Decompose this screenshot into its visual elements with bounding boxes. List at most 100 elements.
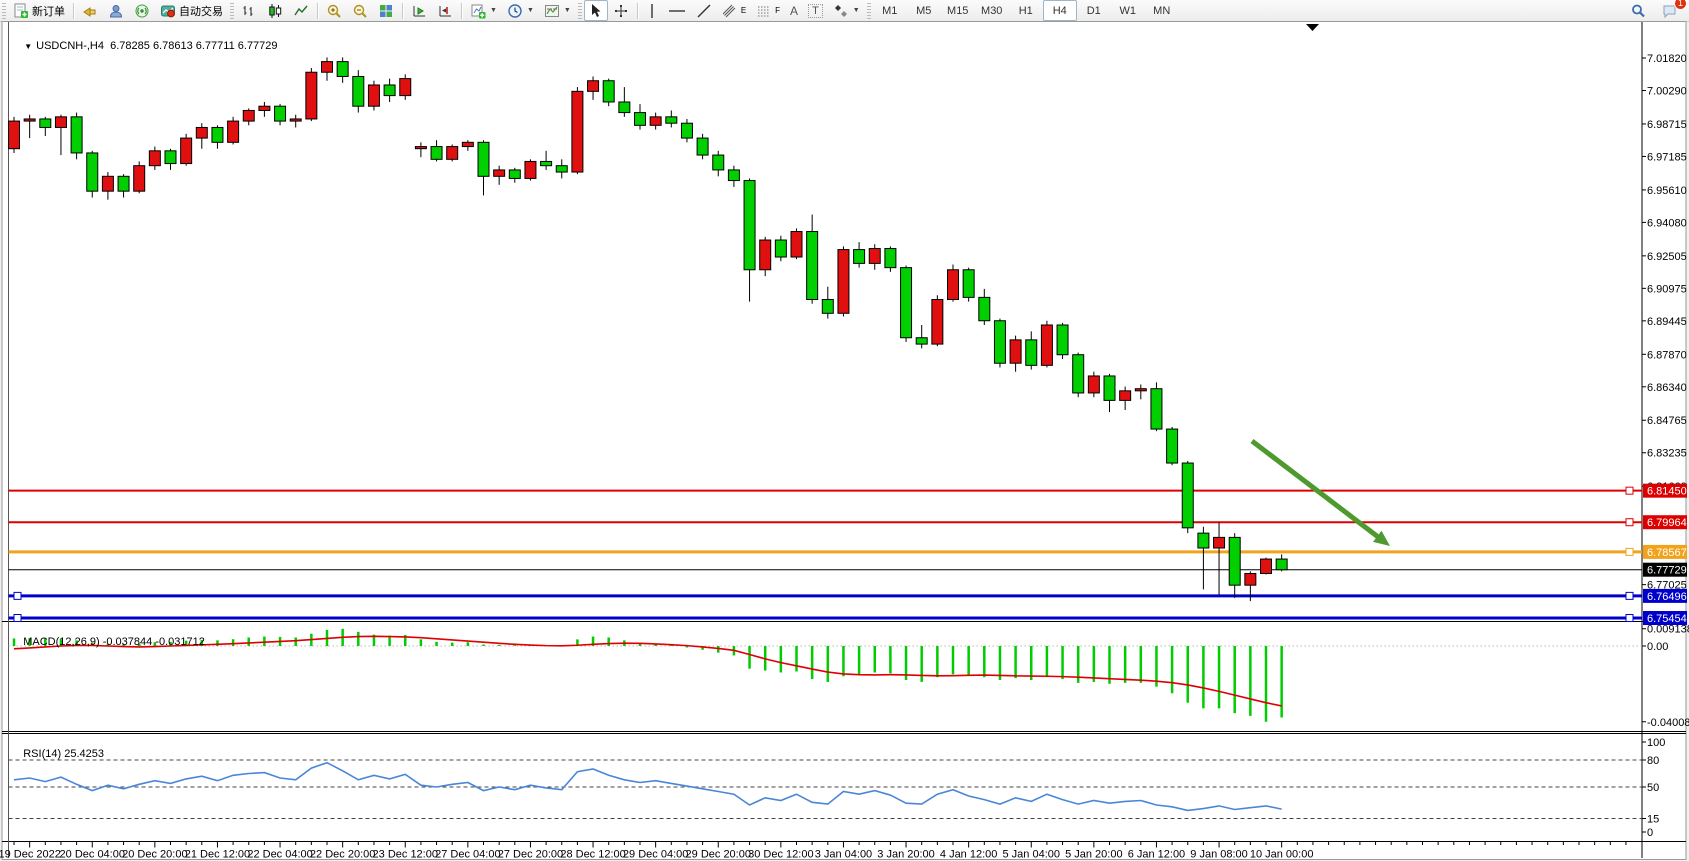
collapse-icon[interactable]: ▼ <box>24 42 33 51</box>
line-handle[interactable] <box>1625 547 1634 556</box>
line-chart-button[interactable] <box>288 0 314 21</box>
chart-svg: 7.01820 7.00290 6.98715 6.97185 6.95610 6.940… <box>0 21 1689 861</box>
line-handle[interactable] <box>13 614 22 623</box>
fibonacci-tool-button[interactable]: F <box>751 0 785 21</box>
time-axis-label: 21 Dec 12:00 <box>185 849 250 861</box>
candles-layer <box>8 57 1288 602</box>
notifications-button[interactable]: 1 <box>1657 0 1687 21</box>
candle <box>117 175 130 192</box>
candle <box>133 165 146 192</box>
candle <box>305 71 318 120</box>
candle <box>352 75 365 107</box>
text-label-icon: T <box>808 3 823 18</box>
timeframe-mn-button[interactable]: MN <box>1153 4 1171 17</box>
auto-scroll-icon <box>413 5 425 16</box>
chart-shift-button[interactable] <box>432 0 458 21</box>
toolbar-grip <box>2 2 6 19</box>
separator <box>402 2 403 19</box>
candle <box>1072 354 1085 394</box>
price-tick-label: 6.95610 <box>1647 185 1687 197</box>
template-dropdown[interactable]: ▼ <box>539 0 576 21</box>
cursor-tool-button[interactable] <box>583 0 608 21</box>
community-button[interactable] <box>103 0 129 21</box>
line-handle[interactable] <box>1625 518 1634 527</box>
line-handle[interactable] <box>13 591 22 600</box>
price-tick-label: 6.83235 <box>1647 448 1687 460</box>
megaphone-icon <box>83 6 96 17</box>
timeframe-m30-button[interactable]: M30 <box>981 4 1003 17</box>
candle <box>1244 572 1257 586</box>
text-label-tool-button[interactable]: T <box>803 0 828 21</box>
chart-shift-icon <box>439 5 451 16</box>
rsi-scale-label: 50 <box>1647 782 1659 794</box>
candle <box>211 126 224 143</box>
period-dropdown[interactable]: ▼ <box>502 0 539 21</box>
time-axis-label: 27 Dec 04:00 <box>435 849 500 861</box>
text-tool-button[interactable]: A <box>785 0 803 21</box>
crosshair-icon <box>614 4 627 17</box>
line-handle[interactable] <box>1625 614 1634 623</box>
fibonacci-icon <box>758 6 771 16</box>
search-button[interactable] <box>1625 0 1651 21</box>
bar-chart-button[interactable] <box>236 0 262 21</box>
line-chart-icon <box>294 5 308 15</box>
timeframe-w1-button[interactable]: W1 <box>1119 4 1136 17</box>
candle <box>1025 339 1038 366</box>
vline-tool-button[interactable] <box>641 0 663 21</box>
candle <box>900 267 913 339</box>
line-handle[interactable] <box>1625 591 1634 600</box>
channel-icon <box>722 4 736 17</box>
candle <box>618 101 631 114</box>
time-axis-label: 19 Dec 2022 <box>0 849 61 861</box>
price-tick-label: 6.97185 <box>1647 151 1687 163</box>
candle <box>493 169 506 177</box>
timeframe-m1-button[interactable]: M1 <box>882 4 898 17</box>
candle <box>242 109 255 122</box>
toolbar-grip <box>577 2 582 19</box>
line-price-label <box>1643 483 1687 498</box>
time-axis-label: 23 Dec 12:00 <box>373 849 438 861</box>
trend-arrow-head[interactable] <box>1373 530 1390 546</box>
timeframe-d1-button[interactable]: D1 <box>1086 4 1101 17</box>
candle <box>1275 558 1288 571</box>
svg-text:6.79964: 6.79964 <box>1647 517 1687 529</box>
candle <box>602 80 615 103</box>
line-handle[interactable] <box>1625 486 1634 495</box>
candle <box>806 231 819 300</box>
hline-tool-button[interactable] <box>663 0 691 21</box>
channel-tool-button[interactable]: E <box>717 0 751 21</box>
timeframe-m5-button[interactable]: M5 <box>916 4 932 17</box>
trendline-tool-button[interactable] <box>691 0 717 21</box>
tile-windows-button[interactable] <box>373 0 399 21</box>
autotrade-button[interactable]: 自动交易 <box>155 0 228 21</box>
channel-letter: E <box>740 6 747 15</box>
chart-canvas[interactable]: 7.01820 7.00290 6.98715 6.97185 6.95610 6.940… <box>0 21 1689 861</box>
new-order-button[interactable]: 新订单 <box>8 0 70 21</box>
candle <box>743 180 756 271</box>
macd-scale-label: 0.009138 <box>1647 624 1689 636</box>
timeframe-h4-button[interactable]: H4 <box>1042 0 1077 21</box>
candle <box>587 80 600 92</box>
time-axis-label: 29 Dec 04:00 <box>623 849 688 861</box>
auto-scroll-button[interactable] <box>406 0 432 21</box>
price-tick-label: 6.87870 <box>1647 349 1687 361</box>
candle-chart-button[interactable] <box>262 0 288 21</box>
market-watch-button[interactable] <box>77 0 103 21</box>
crosshair-tool-button[interactable] <box>608 0 634 21</box>
time-axis-label: 9 Jan 08:00 <box>1190 849 1248 861</box>
zoom-in-icon <box>327 4 341 18</box>
timeframe-m15-button[interactable]: M15 <box>947 4 969 17</box>
signals-button[interactable] <box>129 0 155 21</box>
notification-badge: 1 <box>1673 0 1687 10</box>
zoom-in-button[interactable] <box>321 0 347 21</box>
timeframe-h1-button[interactable]: H1 <box>1018 4 1033 17</box>
candle <box>39 118 52 128</box>
new-chart-dropdown[interactable]: ▼ <box>465 0 502 21</box>
candle <box>712 154 725 171</box>
trend-arrow[interactable] <box>1250 439 1382 541</box>
arrows-tool-dropdown[interactable]: ▼ <box>828 0 865 21</box>
chart-shift-marker[interactable] <box>1306 24 1319 31</box>
candle <box>1009 339 1022 364</box>
zoom-out-button[interactable] <box>347 0 373 21</box>
